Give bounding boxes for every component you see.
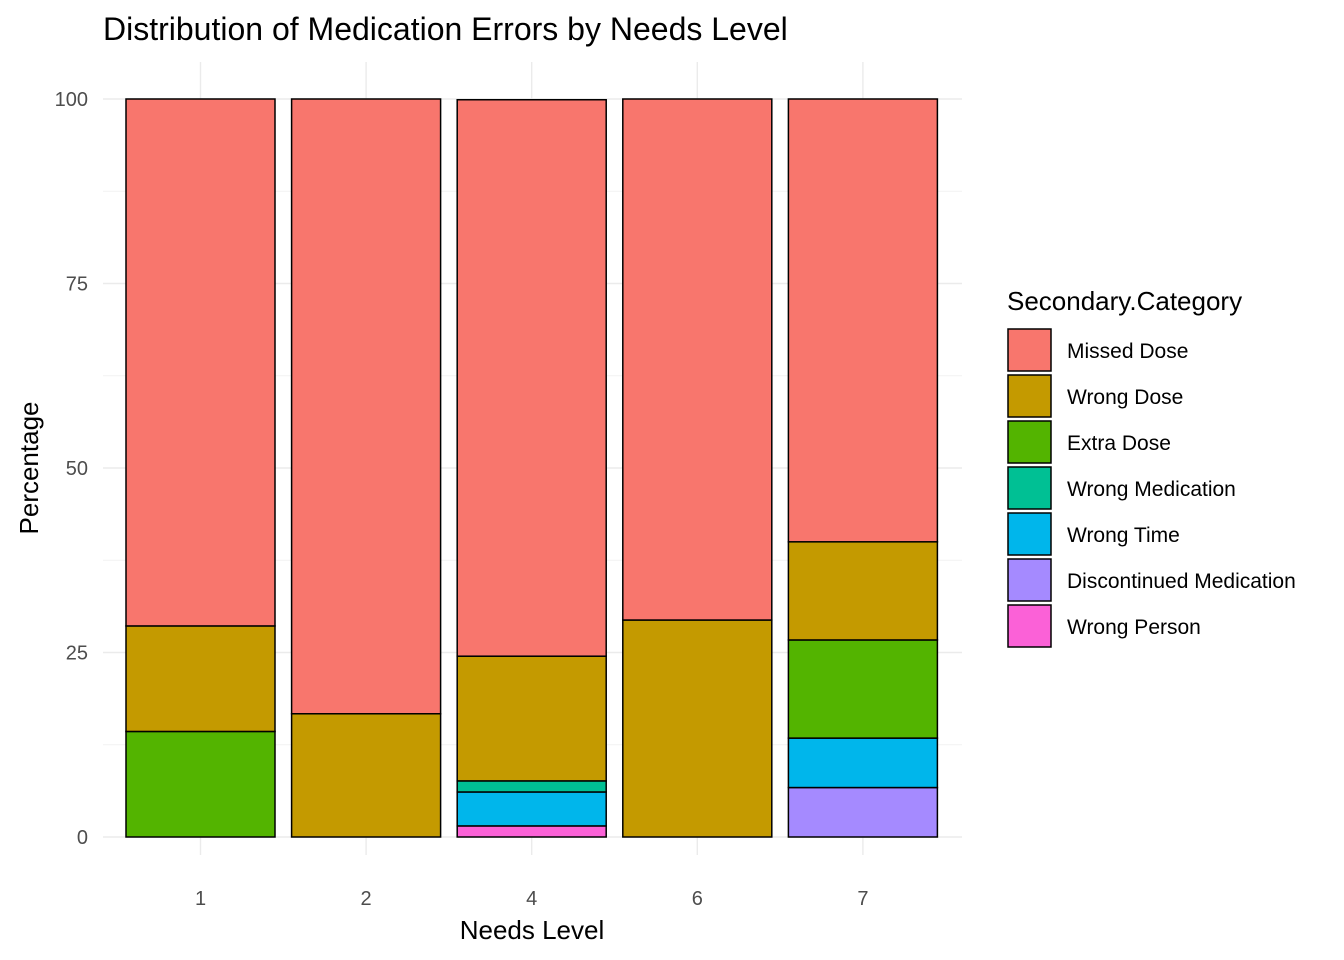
legend-key bbox=[1007, 512, 1052, 556]
legend-key bbox=[1007, 466, 1052, 510]
x-tick-label: 6 bbox=[692, 888, 703, 910]
legend-key bbox=[1007, 420, 1052, 464]
bar-segment bbox=[787, 639, 939, 739]
bar-segment bbox=[456, 791, 607, 827]
legend-label: Wrong Time bbox=[1067, 524, 1180, 547]
y-tick-label: 50 bbox=[66, 458, 88, 480]
chart-title: Distribution of Medication Errors by Nee… bbox=[103, 11, 788, 47]
x-axis-title: Needs Level bbox=[460, 915, 605, 945]
bars bbox=[125, 98, 939, 838]
legend-label: Wrong Person bbox=[1067, 616, 1201, 639]
legend-key bbox=[1007, 604, 1052, 648]
x-tick-label: 7 bbox=[857, 888, 868, 910]
bar-segment bbox=[787, 737, 939, 789]
legend-key bbox=[1007, 558, 1052, 602]
legend-label: Wrong Medication bbox=[1067, 478, 1236, 501]
x-tick-label: 4 bbox=[526, 888, 537, 910]
legend-label: Wrong Dose bbox=[1067, 386, 1183, 409]
y-tick-label: 75 bbox=[66, 274, 88, 296]
bar-segment bbox=[456, 655, 607, 782]
x-axis-ticks: 1 2 4 6 7 bbox=[195, 888, 869, 910]
legend-label: Extra Dose bbox=[1067, 432, 1171, 455]
bar-segment bbox=[456, 825, 607, 838]
bar-segment bbox=[125, 730, 276, 838]
legend-key bbox=[1007, 328, 1052, 372]
y-axis-ticks: 0 25 50 75 100 bbox=[55, 89, 88, 849]
bar-segment bbox=[787, 98, 939, 543]
x-tick-label: 1 bbox=[195, 888, 206, 910]
legend-title: Secondary.Category bbox=[1007, 286, 1242, 316]
bar-segment bbox=[622, 619, 773, 838]
bar-segment bbox=[787, 786, 939, 838]
bar-segment bbox=[456, 98, 607, 657]
bar-segment bbox=[125, 98, 276, 627]
bar-segment bbox=[622, 98, 773, 621]
legend-label: Discontinued Medication bbox=[1067, 570, 1296, 593]
legend-key bbox=[1007, 374, 1052, 418]
y-tick-label: 25 bbox=[66, 643, 88, 665]
bar-segment bbox=[787, 541, 939, 641]
y-tick-label: 0 bbox=[77, 827, 88, 849]
bar-segment bbox=[290, 713, 442, 838]
bar-segment bbox=[456, 780, 607, 793]
legend: Secondary.Category Missed Dose Wrong Dose… bbox=[1007, 286, 1296, 648]
bar-segment bbox=[125, 625, 276, 733]
y-axis-title: Percentage bbox=[14, 402, 44, 535]
legend-label: Missed Dose bbox=[1067, 340, 1188, 363]
x-tick-label: 2 bbox=[361, 888, 372, 910]
bar-segment bbox=[290, 98, 442, 715]
y-tick-label: 100 bbox=[55, 89, 88, 111]
